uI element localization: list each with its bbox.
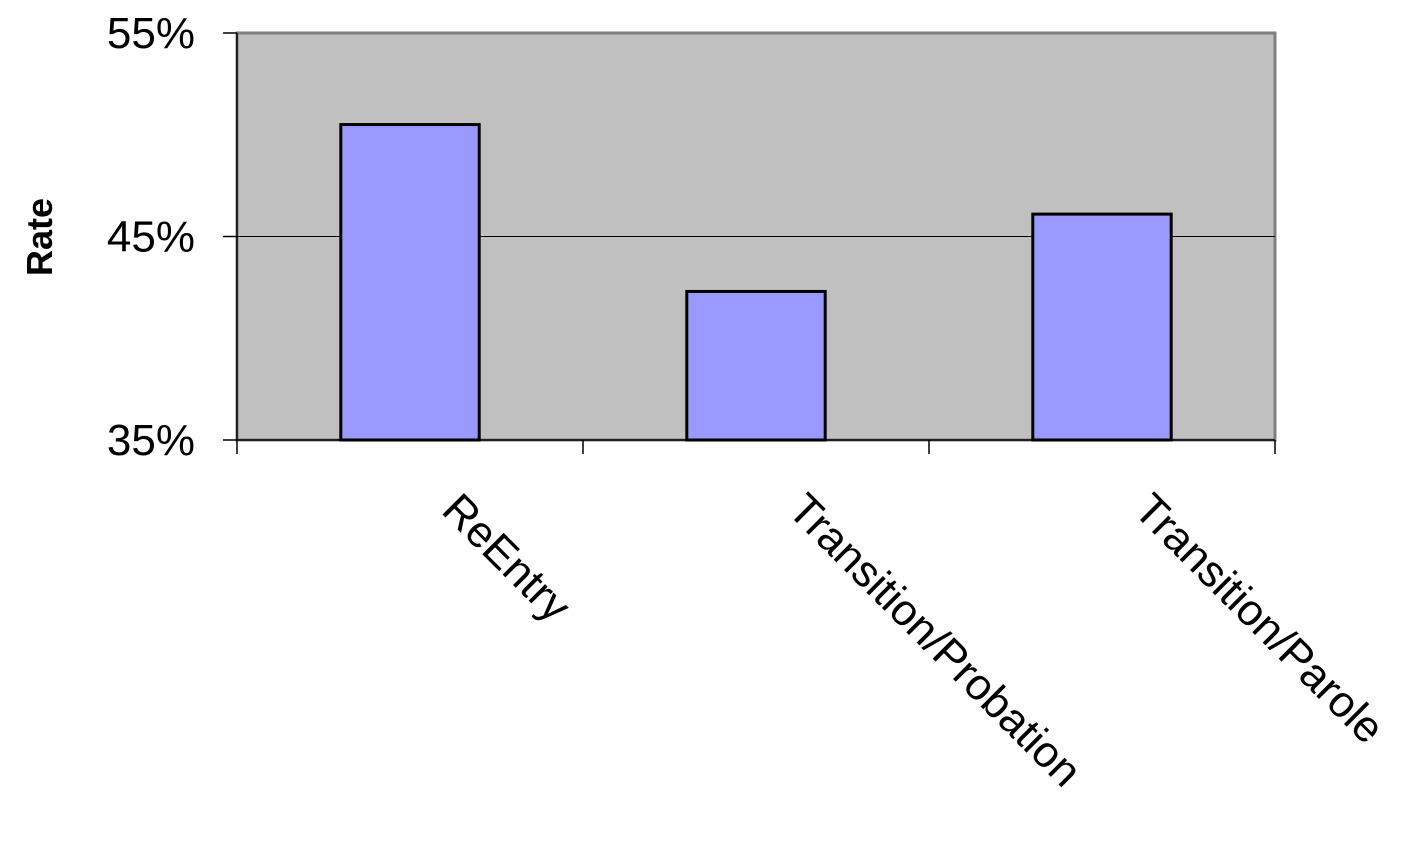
y-tick-label: 35%: [107, 416, 195, 465]
axes: [223, 32, 1276, 454]
y-tick-label: 55%: [107, 9, 195, 58]
bar: [685, 289, 827, 442]
y-tick-labels: 35% 45% 55%: [107, 9, 195, 465]
bar: [1031, 212, 1173, 442]
y-tick-label: 45%: [107, 213, 195, 262]
bar: [339, 123, 481, 442]
x-tick-label: ReEntry: [433, 484, 580, 631]
y-axis-label: Rate: [19, 198, 60, 276]
x-tick-label: Transition/Parole: [1125, 484, 1394, 753]
x-tick-label: Transition/Probation: [779, 484, 1091, 796]
x-tick-labels: ReEntry Transition/Probation Transition/Pa…: [433, 484, 1394, 796]
